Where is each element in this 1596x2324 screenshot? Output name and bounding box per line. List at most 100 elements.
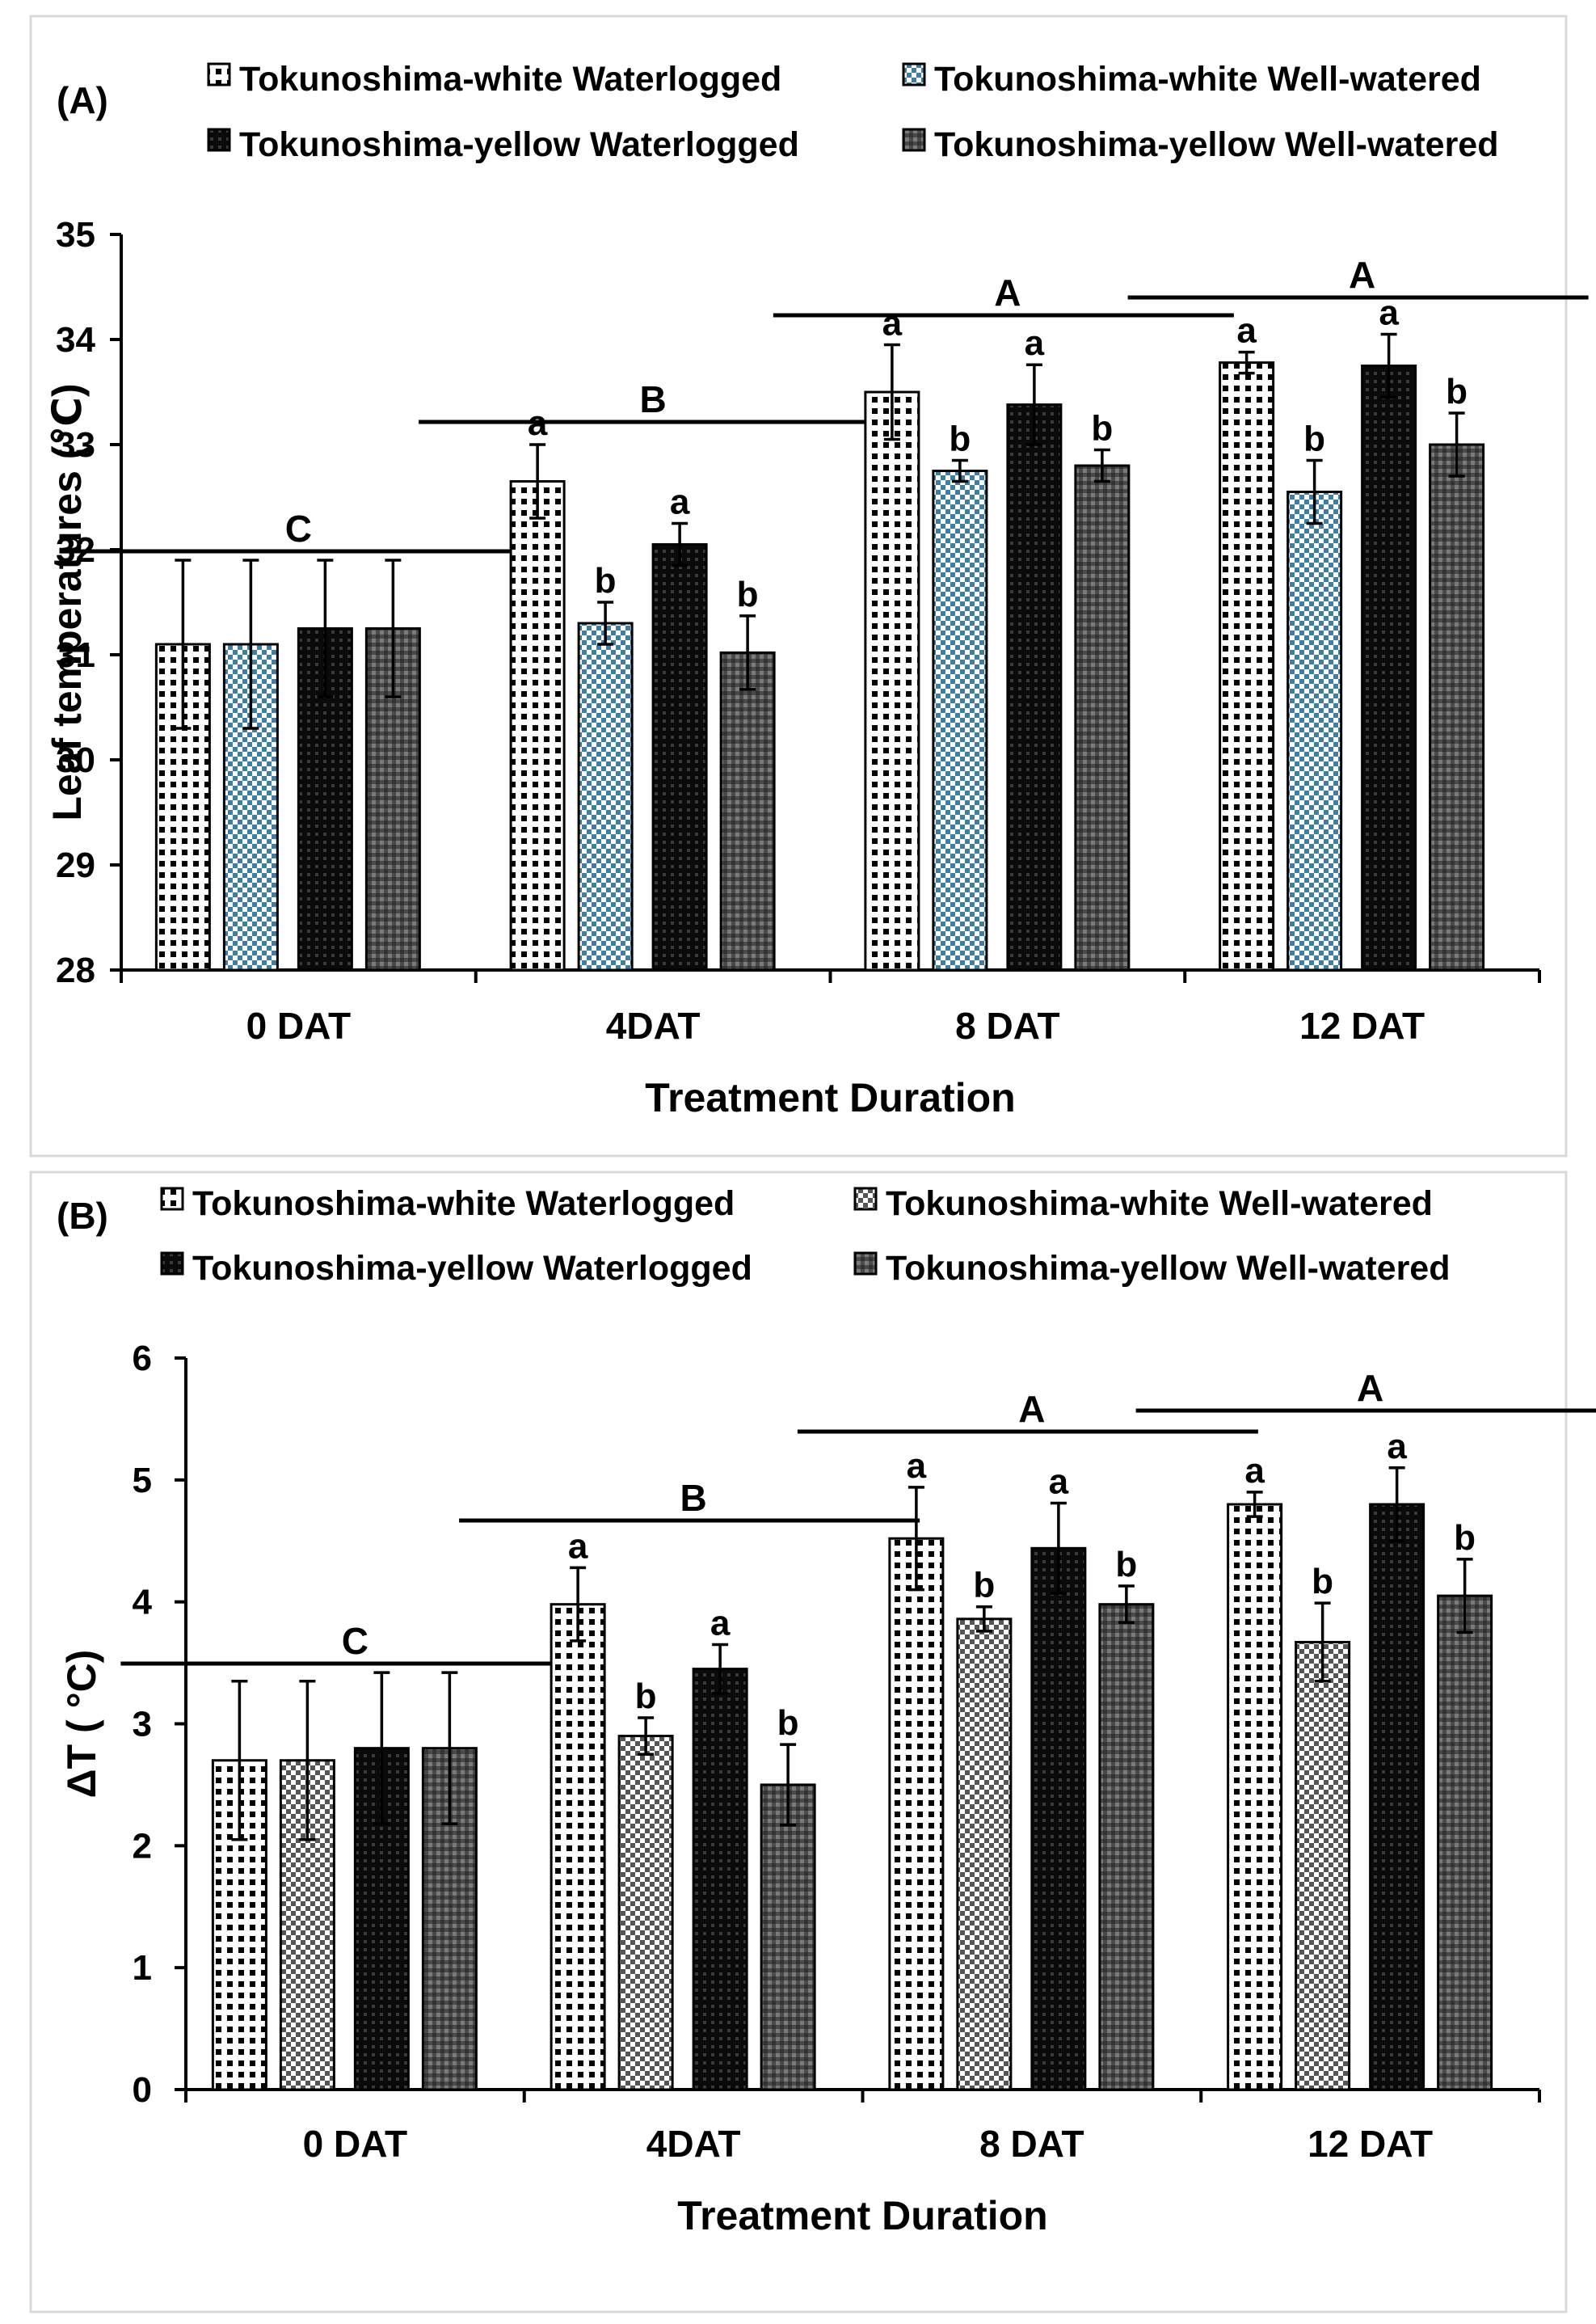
significance-letter: b: [1446, 372, 1468, 411]
x-axis-title: Treatment Duration: [645, 1075, 1015, 1120]
y-tick-label: 0: [133, 2070, 152, 2110]
y-tick-label: 29: [56, 846, 95, 885]
x-tick-label: 4DAT: [606, 1005, 701, 1047]
legend-swatch-2: [160, 1251, 184, 1276]
group-letter: C: [342, 1620, 368, 1662]
significance-letter: b: [949, 420, 971, 459]
bar-s2-c1: [651, 543, 708, 972]
significance-letter: b: [1303, 420, 1325, 459]
y-axis-title: ΔT ( °C): [59, 1650, 104, 1799]
panel-label: (B): [57, 1195, 108, 1237]
significance-letter: b: [1454, 1518, 1476, 1558]
bar-s0-c2: [864, 390, 920, 972]
x-tick-label: 12 DAT: [1299, 1005, 1425, 1047]
significance-letter: a: [1049, 1461, 1069, 1501]
significance-letter: b: [635, 1677, 657, 1716]
significance-letter: a: [568, 1526, 588, 1566]
panel-b: (B) Tokunoshima-white Waterlogged Tokunosh…: [29, 1170, 1596, 2313]
legend-swatch-3: [902, 128, 926, 152]
legend-swatch-1: [853, 1187, 878, 1211]
significance-letter: a: [907, 1446, 927, 1486]
bar-s2-c2: [1030, 1546, 1087, 2091]
significance-letter: a: [1236, 311, 1257, 351]
legend-swatch-0: [160, 1187, 184, 1211]
legend-label-1: Tokunoshima-white Well-watered: [934, 60, 1481, 99]
y-axis-title: Leaf temperatures (℃): [44, 383, 90, 820]
legend-label-0: Tokunoshima-white Waterlogged: [192, 1184, 735, 1223]
x-axis-title: Treatment Duration: [677, 2193, 1047, 2238]
legend-label-1: Tokunoshima-white Well-watered: [886, 1184, 1433, 1223]
group-letter: B: [640, 378, 667, 420]
significance-letter: a: [1025, 323, 1045, 363]
x-tick-label: 4DAT: [646, 2123, 741, 2165]
x-tick-label: 8 DAT: [979, 2123, 1084, 2165]
bar-s0-c1: [509, 480, 566, 972]
legend-label-3: Tokunoshima-yellow Well-watered: [886, 1249, 1450, 1288]
legend-label-3: Tokunoshima-yellow Well-watered: [934, 125, 1498, 164]
bar-s2-c3: [1361, 365, 1417, 972]
significance-letter: a: [670, 483, 690, 522]
group-letter: C: [285, 508, 312, 550]
y-tick-label: 28: [56, 951, 95, 990]
legend-swatch-2: [207, 128, 231, 152]
significance-letter: b: [737, 575, 759, 614]
bar-s1-c3: [1286, 491, 1343, 972]
bar-s2-c3: [1369, 1503, 1425, 2091]
panel-label: (A): [57, 79, 108, 121]
bar-s3-c1: [760, 1783, 816, 2091]
group-letter: B: [680, 1477, 707, 1519]
group-letter: A: [1018, 1388, 1045, 1430]
legend-label-0: Tokunoshima-white Waterlogged: [239, 60, 781, 99]
y-tick-label: 4: [133, 1583, 153, 1622]
significance-letter: a: [882, 304, 903, 344]
y-tick-label: 3: [133, 1705, 152, 1744]
group-letter: A: [994, 272, 1021, 314]
bar-s2-c1: [692, 1668, 748, 2091]
significance-letter: b: [777, 1703, 799, 1743]
y-tick-label: 6: [133, 1339, 152, 1378]
significance-letter: b: [595, 561, 617, 601]
y-tick-label: 30: [56, 740, 95, 780]
significance-letter: b: [1115, 1545, 1137, 1584]
bar-s1-c1: [617, 1735, 674, 2091]
legend-swatch-0: [207, 62, 231, 86]
group-letter: A: [1349, 254, 1375, 296]
significance-letter: a: [710, 1603, 731, 1643]
bar-s0-c2: [888, 1537, 945, 2091]
bar-s1-c2: [956, 1618, 1013, 2091]
bar-s0-c3: [1219, 361, 1275, 972]
significance-letter: a: [1387, 1427, 1407, 1466]
group-letter: A: [1357, 1367, 1383, 1409]
significance-letter: b: [973, 1566, 995, 1605]
legend-swatch-1: [902, 62, 926, 86]
bar-s2-c2: [1006, 403, 1063, 972]
bar-s3-c2: [1098, 1603, 1155, 2091]
y-tick-label: 35: [56, 215, 95, 255]
y-tick-label: 31: [56, 635, 95, 675]
legend-label-2: Tokunoshima-yellow Waterlogged: [239, 125, 799, 164]
y-tick-label: 33: [56, 425, 95, 465]
x-tick-label: 0 DAT: [246, 1005, 352, 1047]
y-tick-label: 1: [133, 1948, 152, 1988]
bar-s3-c3: [1437, 1594, 1493, 2091]
x-tick-label: 12 DAT: [1308, 2123, 1433, 2165]
bar-s3-c3: [1429, 443, 1485, 972]
x-tick-label: 8 DAT: [955, 1005, 1060, 1047]
y-tick-label: 2: [133, 1826, 152, 1866]
bar-s1-c1: [577, 622, 634, 972]
x-tick-label: 0 DAT: [303, 2123, 408, 2165]
panel-a: (A) Tokunoshima-white Waterlogged Tokunosh…: [29, 15, 1589, 1158]
bar-s1-c2: [932, 470, 988, 972]
bar-s3-c2: [1074, 464, 1131, 972]
significance-letter: a: [1244, 1451, 1265, 1491]
y-tick-label: 34: [56, 320, 95, 360]
bar-s0-c3: [1227, 1503, 1283, 2091]
significance-letter: b: [1312, 1562, 1333, 1601]
y-tick-label: 5: [133, 1461, 152, 1500]
bar-s0-c1: [550, 1603, 606, 2091]
legend-swatch-3: [853, 1251, 878, 1276]
bar-s1-c3: [1295, 1640, 1351, 2091]
bar-s0-c0: [211, 1759, 267, 2091]
legend-label-2: Tokunoshima-yellow Waterlogged: [192, 1249, 752, 1288]
